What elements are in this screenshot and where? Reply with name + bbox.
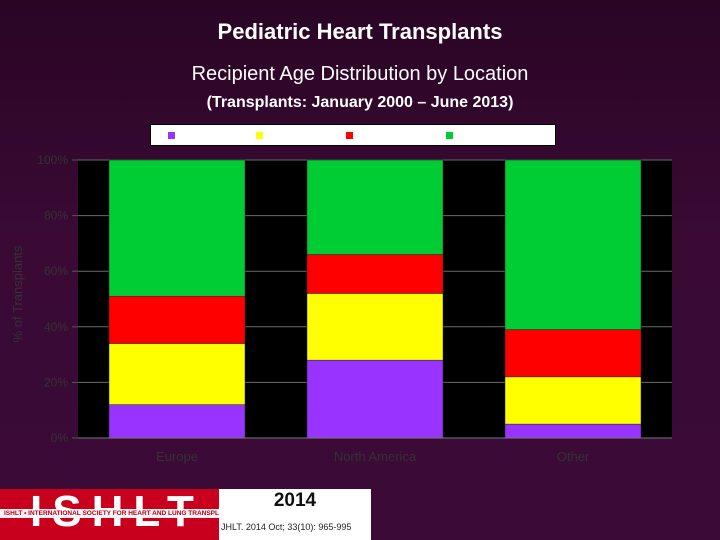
bar-segment <box>504 329 642 378</box>
slide-title: Pediatric Heart Transplants <box>217 19 503 44</box>
y-tick-label: 80% <box>44 209 68 223</box>
y-tick-label: 60% <box>44 264 68 278</box>
bar-segment <box>306 254 444 294</box>
x-tick-label: North America <box>334 449 417 464</box>
legend-swatch-4 <box>446 132 453 139</box>
y-tick-label: 40% <box>44 320 68 334</box>
y-tick-label: 100% <box>37 153 68 167</box>
chart-date-range: (Transplants: January 2000 – June 2013) <box>206 94 514 111</box>
x-tick-label: Other <box>557 449 590 464</box>
bar-segment <box>306 359 444 439</box>
ishlt-logo: ISHLT ISHLT • INTERNATIONAL SOCIETY FOR … <box>0 487 252 540</box>
logo-band <box>0 509 219 518</box>
chart-subtitle: Recipient Age Distribution by Location <box>191 63 529 85</box>
y-tick-label: 20% <box>44 375 68 389</box>
bar-segment <box>504 376 642 425</box>
footer-citation: JHLT. 2014 Oct; 33(10): 965-995 <box>221 522 352 532</box>
bar-segment <box>108 404 246 439</box>
bar-segment <box>306 293 444 361</box>
bar-segment <box>306 159 444 255</box>
bar-segment <box>108 295 246 344</box>
citation-box: 2014 JHLT. 2014 Oct; 33(10): 965-995 <box>219 489 371 540</box>
bar-segment <box>504 423 642 439</box>
logo-letters: ISHLT <box>30 487 204 536</box>
y-tick-label: 0% <box>51 431 69 445</box>
chart-legend <box>150 124 556 146</box>
bar-segment <box>108 159 246 297</box>
bar-segment <box>504 159 642 330</box>
x-tick-label: Europe <box>156 449 198 464</box>
legend-swatch-2 <box>256 132 263 139</box>
legend-swatch-1 <box>168 132 175 139</box>
y-axis-label: % of Transplants <box>10 245 25 342</box>
logo-tagline: ISHLT • INTERNATIONAL SOCIETY FOR HEART … <box>4 510 252 517</box>
footer-year: 2014 <box>273 490 317 511</box>
legend-swatch-3 <box>346 132 353 139</box>
bar-segment <box>108 343 246 405</box>
